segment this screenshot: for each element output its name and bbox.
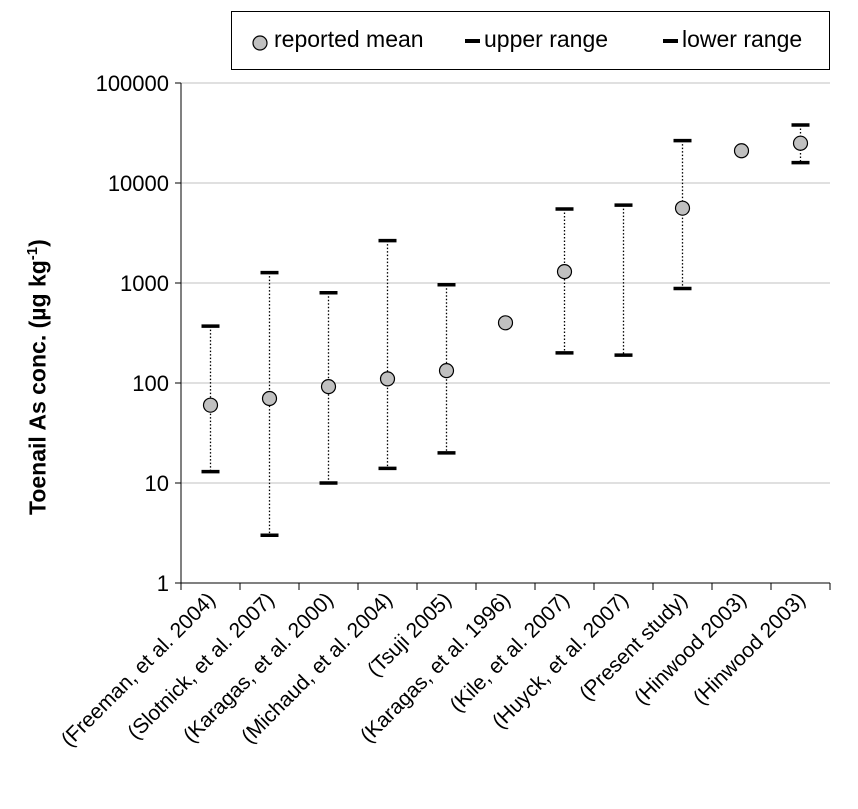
x-tick-labels: (Freeman, et al. 2004)(Slotnick, et al. …	[57, 588, 810, 751]
mean-point	[556, 264, 573, 280]
mean-point	[497, 315, 514, 331]
legend-label-upper: upper range	[484, 26, 609, 52]
y-tick-labels: 1 10 100 1000 10000 100000	[96, 71, 169, 596]
mean-point	[202, 397, 219, 413]
y-tick-label: 100	[132, 371, 169, 396]
mean-point	[379, 371, 396, 387]
y-axis-label: Toenail As conc. (µg kg-1)	[24, 239, 51, 515]
legend: reported mean upper range lower range	[231, 11, 830, 70]
x-tick-label: (Hinwood 2003)	[689, 588, 810, 709]
mean-point	[733, 143, 750, 159]
y-tick-label: 1	[157, 571, 169, 596]
legend-label-lower: lower range	[682, 26, 803, 52]
mean-point	[438, 363, 455, 379]
mean-point	[674, 200, 691, 216]
gridlines	[181, 82, 830, 484]
y-tick-label: 10000	[108, 171, 169, 196]
y-tick-label: 100000	[96, 71, 169, 96]
y-tick-label: 10	[145, 471, 169, 496]
mean-point	[261, 390, 278, 407]
mean-point	[320, 379, 337, 395]
axes	[175, 82, 831, 590]
x-tick-label: (Present study)	[575, 588, 692, 705]
mean-point	[792, 135, 809, 151]
data-marks	[201, 123, 810, 538]
legend-label-mean: reported mean	[274, 26, 424, 52]
legend-mean-marker	[252, 35, 268, 51]
y-tick-label: 1000	[120, 271, 169, 296]
